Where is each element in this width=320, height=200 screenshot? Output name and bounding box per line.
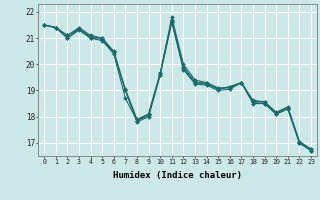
X-axis label: Humidex (Indice chaleur): Humidex (Indice chaleur)	[113, 171, 242, 180]
